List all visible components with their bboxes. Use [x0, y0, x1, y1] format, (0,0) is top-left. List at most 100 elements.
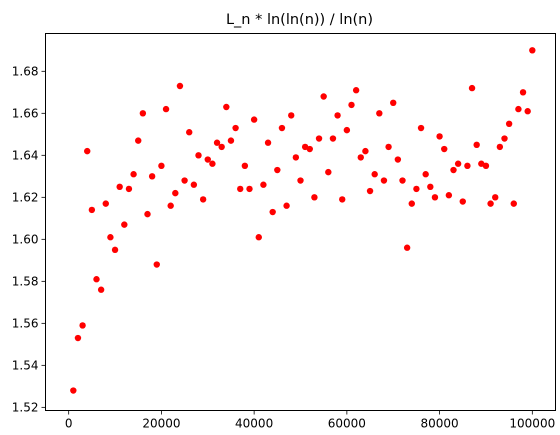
- data-point: [450, 166, 457, 174]
- y-tick-label: 1.64: [12, 149, 39, 163]
- data-point: [519, 89, 527, 96]
- data-point: [399, 177, 406, 184]
- data-point: [250, 116, 258, 123]
- data-point: [204, 156, 211, 163]
- data-point: [186, 129, 193, 136]
- data-point: [454, 160, 462, 167]
- data-point: [241, 162, 249, 170]
- data-point: [380, 177, 388, 184]
- y-tick-label: 1.60: [12, 233, 39, 247]
- data-point: [139, 110, 147, 117]
- data-point: [288, 112, 295, 119]
- data-point: [492, 194, 499, 201]
- data-point: [246, 185, 253, 193]
- data-point: [436, 133, 443, 140]
- y-tick-label: 1.56: [12, 317, 39, 331]
- data-point: [487, 200, 494, 207]
- data-point: [408, 200, 415, 207]
- data-point: [130, 171, 137, 178]
- data-point: [357, 154, 364, 161]
- data-point: [255, 234, 262, 241]
- data-point: [385, 143, 392, 151]
- data-points: [70, 47, 536, 394]
- data-point: [334, 112, 341, 119]
- data-point: [97, 286, 105, 293]
- data-point: [464, 162, 471, 170]
- plot-area-frame: [45, 33, 556, 411]
- data-point: [529, 47, 536, 54]
- data-point: [390, 99, 397, 107]
- data-point: [315, 135, 323, 142]
- data-point: [283, 202, 290, 209]
- x-tick-label: 60000: [328, 417, 366, 431]
- x-axis-ticks: 0 20000 40000 60000 80000 100000: [65, 410, 555, 431]
- data-point: [473, 141, 480, 149]
- data-point: [422, 171, 429, 178]
- data-point: [223, 103, 230, 111]
- data-point: [348, 101, 355, 109]
- data-point: [320, 93, 327, 100]
- data-point: [427, 183, 434, 191]
- data-point: [297, 177, 304, 184]
- data-point: [181, 177, 188, 184]
- data-point: [459, 198, 466, 205]
- data-point: [524, 108, 531, 115]
- data-point: [362, 147, 369, 155]
- data-point: [176, 82, 184, 90]
- data-point: [111, 246, 119, 254]
- data-point: [232, 124, 239, 132]
- y-tick-label: 1.62: [12, 191, 39, 205]
- data-point: [510, 200, 517, 207]
- data-point: [431, 194, 439, 201]
- chart-title: L_n * ln(ln(n)) / ln(n): [226, 12, 373, 28]
- data-point: [144, 210, 151, 218]
- data-point: [329, 135, 337, 142]
- data-point: [445, 192, 453, 199]
- data-point: [515, 105, 522, 113]
- data-point: [468, 84, 476, 92]
- data-point: [274, 166, 281, 174]
- data-point: [74, 334, 82, 342]
- data-point: [371, 171, 378, 178]
- data-point: [496, 143, 504, 151]
- y-tick-label: 1.66: [12, 107, 39, 121]
- y-tick-label: 1.68: [12, 65, 39, 79]
- data-point: [325, 168, 332, 176]
- data-point: [121, 221, 128, 228]
- data-point: [343, 126, 351, 134]
- data-point: [311, 194, 318, 201]
- data-point: [292, 154, 300, 161]
- data-point: [93, 276, 100, 283]
- data-point: [394, 156, 402, 163]
- x-tick-label: 100000: [509, 417, 555, 431]
- data-point: [306, 145, 313, 153]
- data-point: [190, 181, 198, 188]
- data-point: [84, 147, 91, 155]
- data-point: [102, 200, 109, 207]
- data-point: [269, 208, 276, 216]
- data-point: [339, 196, 346, 203]
- data-point: [158, 162, 165, 170]
- x-tick-label: 40000: [235, 417, 273, 431]
- data-point: [135, 137, 142, 144]
- data-point: [153, 261, 160, 268]
- data-point: [278, 124, 286, 132]
- y-tick-label: 1.54: [12, 359, 39, 373]
- data-point: [172, 189, 179, 197]
- data-point: [501, 135, 508, 142]
- data-point: [237, 185, 244, 193]
- data-point: [441, 145, 448, 153]
- data-point: [227, 137, 235, 144]
- data-point: [352, 87, 360, 94]
- y-axis-ticks: 1.52 1.54 1.56 1.58 1.60 1.62 1.64 1.66 1.68: [12, 65, 46, 415]
- data-point: [125, 185, 133, 193]
- data-point: [366, 187, 374, 195]
- y-tick-label: 1.52: [12, 401, 39, 415]
- data-point: [167, 202, 174, 209]
- data-point: [199, 196, 207, 203]
- data-point: [195, 152, 202, 159]
- data-point: [260, 181, 267, 188]
- data-point: [209, 160, 216, 167]
- data-point: [417, 124, 425, 132]
